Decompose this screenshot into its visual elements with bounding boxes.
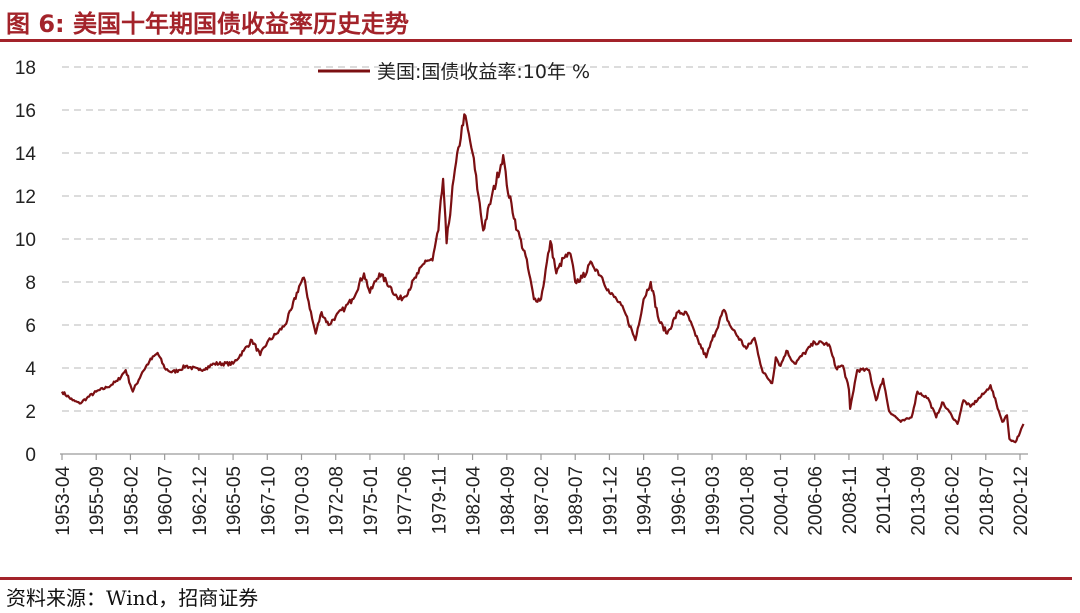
y-tick-label: 18 bbox=[15, 58, 36, 79]
x-tick-label: 1960-07 bbox=[156, 466, 177, 536]
y-tick-label: 16 bbox=[15, 101, 36, 122]
line-chart: 0 2 4 6 8 10 12 14 16 18 1953-04 1955-09 1958-02 196… bbox=[15, 58, 1032, 536]
x-tick-label: 1994-05 bbox=[635, 466, 656, 536]
source-note: 资料来源：Wind，招商证券 bbox=[6, 586, 259, 610]
x-tick-label: 1975-01 bbox=[361, 466, 382, 536]
x-tick-label: 2013-09 bbox=[908, 466, 929, 536]
series-layer bbox=[61, 113, 1025, 444]
y-tick-label: 12 bbox=[15, 187, 36, 208]
y-axis-ticks: 0 2 4 6 8 10 12 14 16 18 bbox=[15, 58, 37, 466]
x-axis-ticks: 1953-04 1955-09 1958-02 1960-07 1962-12 1965-… bbox=[53, 454, 1032, 536]
x-tick-label: 1967-10 bbox=[258, 466, 279, 536]
legend: 美国:国债收益率:10年 % bbox=[318, 61, 590, 83]
x-tick-label: 1999-03 bbox=[703, 466, 724, 536]
legend-label: 美国:国债收益率:10年 % bbox=[377, 61, 590, 83]
series-line bbox=[61, 113, 1025, 444]
grid-lines bbox=[62, 66, 1028, 412]
x-tick-label: 1982-04 bbox=[464, 466, 485, 536]
top-rule bbox=[0, 39, 1072, 42]
x-tick-label: 2004-01 bbox=[772, 466, 793, 536]
figure-title: 图 6: 美国十年期国债收益率历史走势 bbox=[6, 10, 410, 38]
x-tick-label: 2011-04 bbox=[874, 466, 895, 535]
x-tick-label: 1987-02 bbox=[532, 466, 553, 536]
x-tick-label: 1979-11 bbox=[429, 466, 450, 534]
y-tick-label: 8 bbox=[25, 273, 36, 294]
x-tick-label: 1984-09 bbox=[498, 466, 519, 536]
bottom-rule bbox=[0, 577, 1072, 580]
x-tick-label: 1962-12 bbox=[190, 466, 211, 536]
x-tick-label: 1958-02 bbox=[121, 466, 142, 536]
y-tick-label: 6 bbox=[25, 316, 36, 337]
x-tick-label: 2018-07 bbox=[977, 466, 998, 536]
x-tick-label: 1955-09 bbox=[87, 466, 108, 536]
y-tick-label: 4 bbox=[25, 359, 36, 380]
x-tick-label: 2016-02 bbox=[943, 466, 964, 536]
x-tick-label: 1953-04 bbox=[53, 466, 74, 536]
figure-title-bar: 图 6: 美国十年期国债收益率历史走势 bbox=[0, 0, 1080, 40]
x-tick-label: 2006-06 bbox=[806, 466, 827, 536]
y-tick-label: 14 bbox=[15, 144, 37, 165]
x-tick-label: 1972-08 bbox=[327, 466, 348, 536]
x-tick-label: 1977-06 bbox=[395, 466, 416, 536]
y-tick-label: 0 bbox=[25, 445, 36, 466]
x-tick-label: 1996-10 bbox=[669, 466, 690, 536]
x-tick-label: 2001-08 bbox=[737, 466, 758, 536]
x-tick-label: 1989-07 bbox=[566, 466, 587, 536]
y-tick-label: 10 bbox=[15, 230, 36, 251]
x-tick-label: 1965-05 bbox=[224, 466, 245, 536]
x-tick-label: 2008-11 bbox=[840, 466, 861, 534]
x-tick-label: 2020-12 bbox=[1011, 466, 1032, 536]
y-tick-label: 2 bbox=[25, 402, 36, 423]
x-tick-label: 1970-03 bbox=[293, 466, 314, 536]
x-tick-label: 1991-12 bbox=[600, 466, 621, 536]
